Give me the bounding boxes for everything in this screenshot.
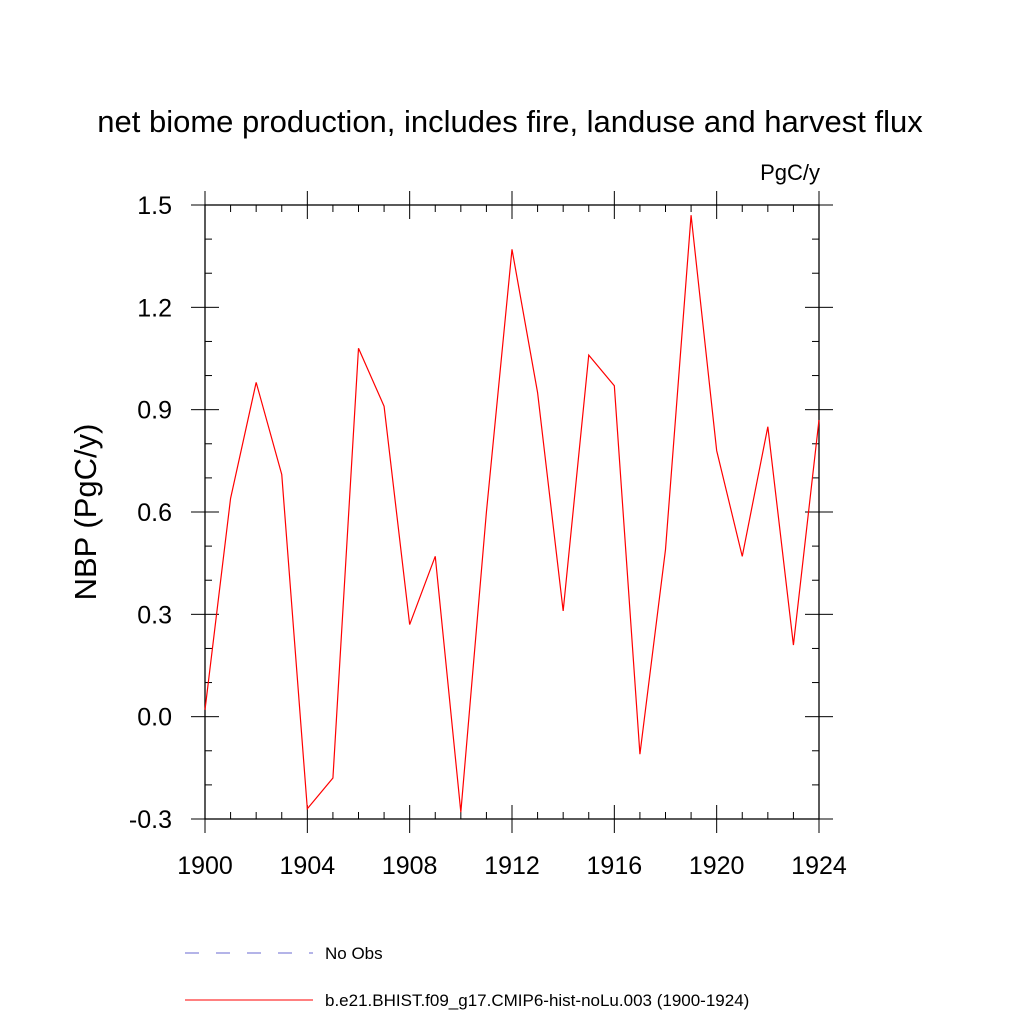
y-tick-label: 1.2 xyxy=(137,294,172,322)
y-tick-label: 0.9 xyxy=(137,397,172,425)
series-line xyxy=(205,215,819,812)
x-tick-label: 1900 xyxy=(177,852,233,880)
plot-frame xyxy=(205,205,819,819)
y-tick-label: 0.0 xyxy=(137,704,172,732)
chart-title: net biome production, includes fire, lan… xyxy=(97,104,923,139)
y-tick-label: 1.5 xyxy=(137,192,172,220)
legend-label-model: b.e21.BHIST.f09_g17.CMIP6-hist-noLu.003 … xyxy=(325,991,749,1010)
x-tick-label: 1912 xyxy=(484,852,540,880)
plot-border xyxy=(205,205,819,819)
x-tick-label: 1924 xyxy=(791,852,847,880)
x-tick-label: 1904 xyxy=(280,852,336,880)
y-tick-label: 0.6 xyxy=(137,499,172,527)
y-axis-ticks: -0.3 0.0 0.3 0.6 0.9 1.2 1.5 xyxy=(129,192,833,834)
x-tick-label: 1920 xyxy=(689,852,745,880)
y-axis-label: NBP (PgC/y) xyxy=(68,424,103,601)
y-tick-label: -0.3 xyxy=(129,806,172,834)
x-tick-label: 1916 xyxy=(587,852,643,880)
x-tick-label: 1908 xyxy=(382,852,438,880)
y-tick-label: 0.3 xyxy=(137,601,172,629)
legend-label-no-obs: No Obs xyxy=(325,944,383,963)
series-layer xyxy=(205,215,819,812)
legend: No Obs b.e21.BHIST.f09_g17.CMIP6-hist-no… xyxy=(185,944,749,1010)
units-label: PgC/y xyxy=(760,160,820,185)
